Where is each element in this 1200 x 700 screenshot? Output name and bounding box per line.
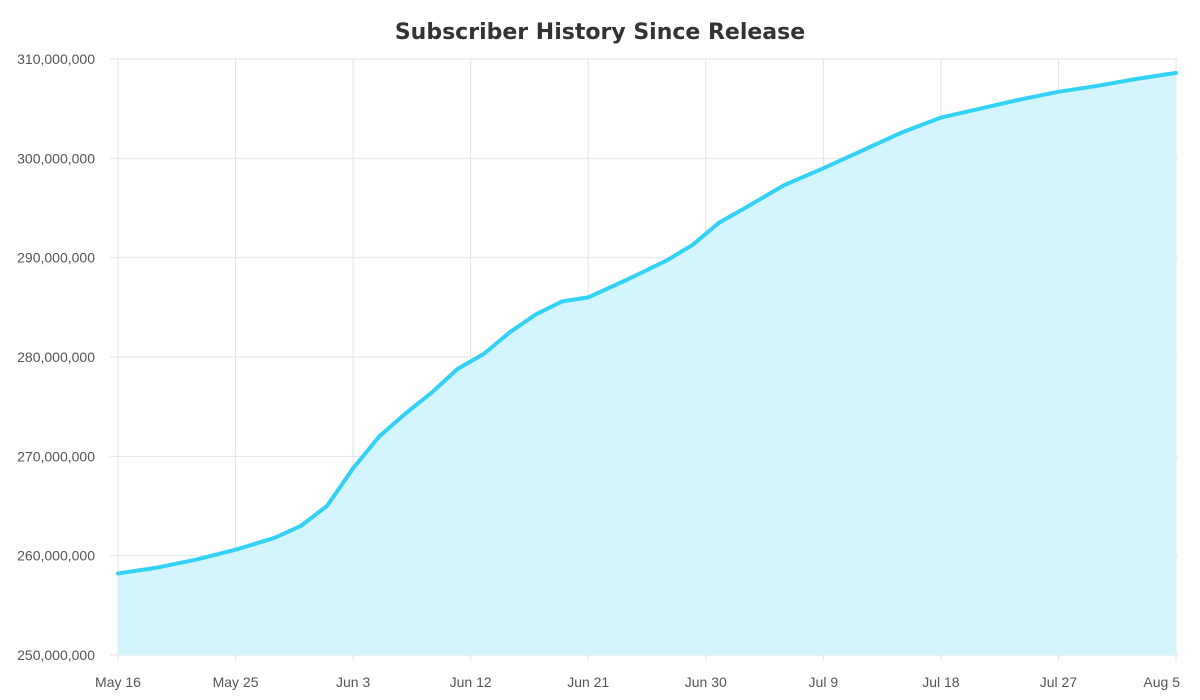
y-tick-label: 250,000,000 [17, 647, 95, 663]
y-tick-label: 310,000,000 [17, 51, 95, 67]
x-tick-label: May 16 [95, 674, 141, 690]
x-tick-label: Jun 12 [450, 674, 492, 690]
x-tick-label: Jun 30 [685, 674, 727, 690]
y-tick-label: 290,000,000 [17, 250, 95, 266]
y-tick-label: 280,000,000 [17, 349, 95, 365]
x-tick-label: Aug 5 [1143, 674, 1180, 690]
area-layer [116, 70, 1178, 655]
x-tick-label: May 25 [213, 674, 259, 690]
x-tick-label: Jun 3 [336, 674, 370, 690]
y-tick-label: 300,000,000 [17, 150, 95, 166]
x-tick-label: Jun 21 [567, 674, 609, 690]
y-tick-label: 270,000,000 [17, 448, 95, 464]
x-tick-label: Jul 9 [809, 674, 839, 690]
axis-layer: 250,000,000 260,000,000 270,000,000 280,000… [17, 51, 1180, 690]
x-tick-label: Jul 18 [922, 674, 960, 690]
series-area-fill [118, 72, 1176, 655]
y-tick-label: 260,000,000 [17, 548, 95, 564]
chart-title: Subscriber History Since Release [394, 20, 806, 45]
x-tick-label: Jul 27 [1040, 674, 1078, 690]
series-line [116, 70, 1178, 576]
